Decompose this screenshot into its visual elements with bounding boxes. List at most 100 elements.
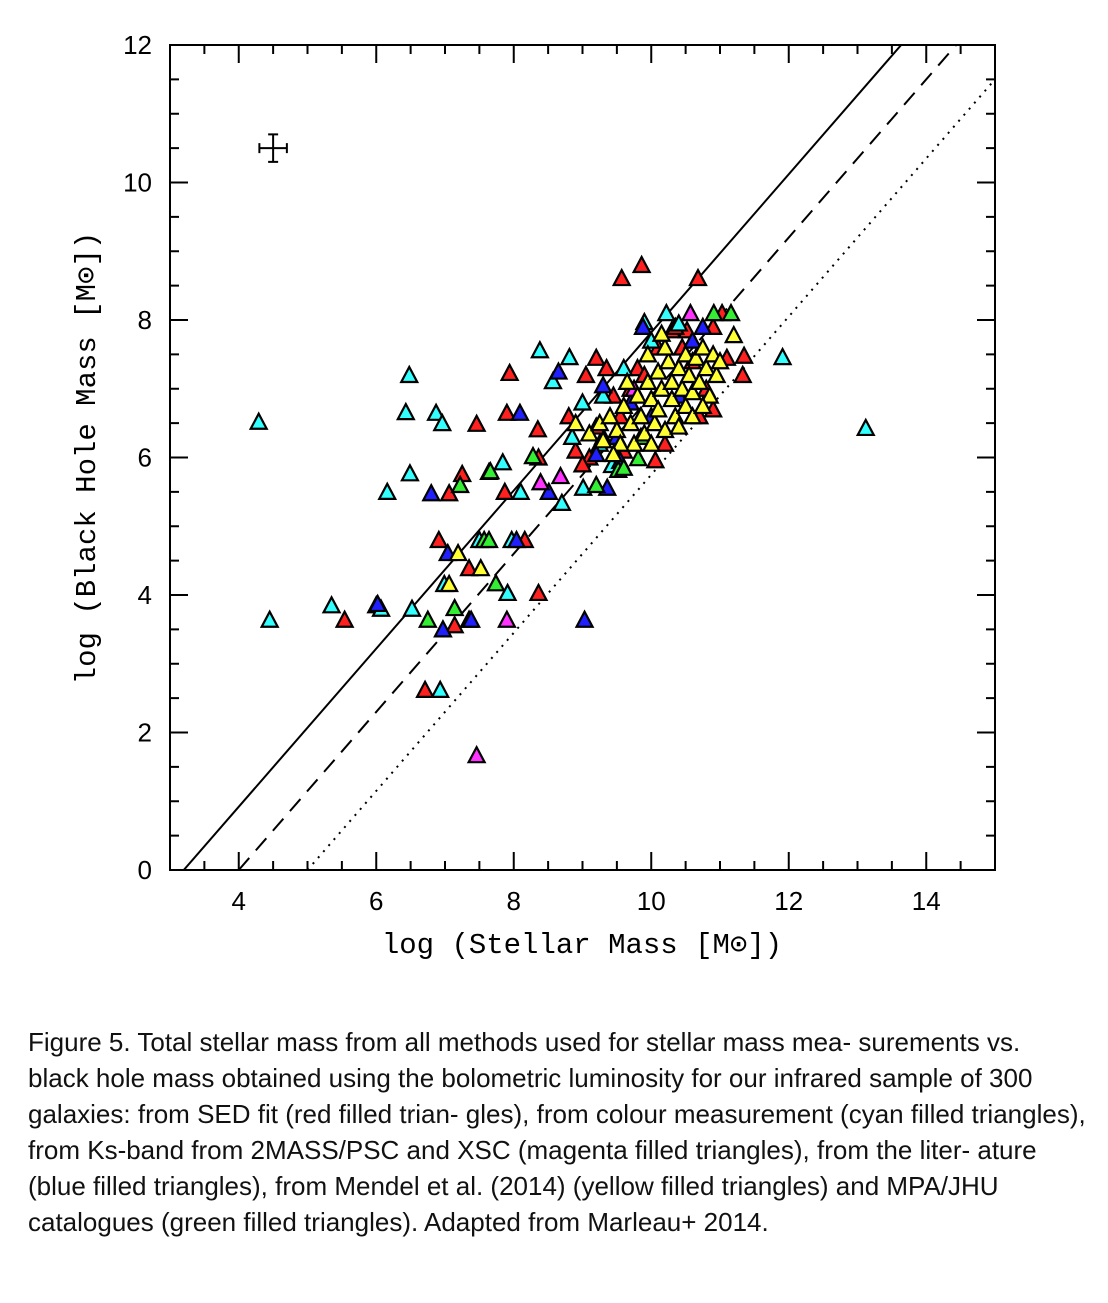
data-point-triangle — [655, 433, 675, 452]
data-point-triangle — [574, 609, 595, 628]
data-point-triangle — [461, 609, 481, 628]
data-point-triangle — [321, 594, 342, 614]
data-point-triangle — [613, 457, 634, 476]
data-point-triangle — [648, 361, 668, 380]
data-point-triangle — [637, 371, 658, 390]
data-point-triangle — [675, 344, 696, 363]
data-point-triangle — [682, 330, 703, 349]
data-point-triangle — [479, 529, 499, 549]
data-point-triangle — [538, 481, 559, 500]
data-point-triangle — [675, 395, 696, 415]
data-point-triangle — [576, 364, 596, 384]
data-point-triangle — [655, 337, 675, 356]
data-point-triangle — [855, 417, 876, 437]
data-point-triangle — [682, 381, 703, 401]
data-point-triangle — [634, 423, 655, 442]
data-point-triangle — [603, 443, 624, 463]
data-point-triangle — [668, 416, 689, 435]
data-point-triangle — [662, 371, 682, 390]
data-point-triangle — [543, 370, 563, 390]
data-point-triangle — [706, 364, 727, 384]
data-point-triangle — [432, 412, 453, 432]
data-point-triangle — [523, 445, 543, 465]
x-tick-label: 10 — [637, 886, 666, 916]
y-tick-label: 0 — [138, 855, 152, 885]
data-point-triangle — [470, 557, 491, 577]
x-tick-label: 8 — [507, 886, 521, 916]
data-point-triangle — [723, 324, 744, 344]
data-point-triangle — [395, 401, 416, 421]
data-point-triangle — [613, 357, 634, 377]
data-point-triangle — [497, 609, 517, 628]
y-tick-label: 6 — [138, 443, 152, 473]
data-point-triangle — [444, 614, 465, 634]
data-point-triangle — [633, 316, 653, 335]
data-point-triangle — [450, 474, 470, 494]
data-point-triangle — [259, 609, 280, 628]
data-point-triangle — [703, 302, 724, 322]
data-point-triangle — [572, 454, 593, 473]
data-point-triangle — [433, 619, 453, 638]
x-tick-label: 12 — [774, 886, 803, 916]
data-point-triangle — [641, 433, 662, 452]
data-point-triangle — [334, 609, 355, 628]
data-point-triangle — [645, 449, 666, 469]
data-point-triangle — [772, 346, 793, 366]
data-point-triangle — [494, 481, 515, 500]
data-point-triangle — [586, 443, 607, 463]
data-point-triangle — [689, 371, 710, 390]
data-point-triangle — [688, 267, 708, 287]
data-point-triangle — [721, 302, 741, 322]
data-point-triangle — [421, 482, 442, 502]
data-point-triangle — [613, 395, 634, 415]
data-point-triangle — [497, 402, 517, 421]
y-tick-label: 2 — [138, 718, 152, 748]
scatter-chart: 4 6 8 10 12 14 0 2 4 6 8 10 12 log (Stellar Mass [M⊙… — [71, 30, 996, 962]
data-point-triangle — [641, 388, 662, 408]
data-point-triangle — [510, 481, 531, 500]
data-point-triangle — [658, 350, 679, 370]
data-point-triangle — [637, 344, 658, 363]
data-point-triangle — [651, 323, 672, 342]
data-point-triangle — [497, 582, 518, 602]
data-point-triangle — [579, 423, 600, 442]
data-point-triangle — [692, 316, 713, 335]
data-point-triangle — [611, 267, 632, 287]
data-point-triangle — [565, 440, 586, 459]
data-point-triangle — [686, 347, 706, 366]
data-point-triangle — [607, 419, 627, 439]
x-tick-label: 6 — [369, 886, 383, 916]
data-point-triangle — [617, 371, 638, 390]
data-point-triangle — [648, 399, 668, 418]
figure-caption: Figure 5. Total stellar mass from all me… — [28, 1027, 1086, 1237]
data-point-triangle — [692, 395, 713, 415]
data-point-triangle — [444, 597, 465, 617]
data-point-triangle — [466, 744, 487, 764]
data-point-triangle — [627, 385, 648, 404]
y-tick-label: 12 — [123, 30, 152, 60]
data-point-triangle — [628, 447, 649, 467]
data-point-triangle — [400, 462, 420, 482]
data-points — [248, 254, 876, 764]
y-axis-title: log (Black Hole Mass [M⊙]) — [71, 232, 104, 685]
data-point-triangle — [562, 426, 583, 445]
data-point-triangle — [377, 481, 398, 500]
data-point-triangle — [248, 411, 269, 430]
tick-labels: 4 6 8 10 12 14 0 2 4 6 8 10 12 — [123, 30, 941, 916]
data-point-triangle — [572, 392, 593, 411]
data-point-triangle — [668, 313, 689, 332]
data-point-triangle — [573, 477, 594, 496]
data-point-triangle — [448, 542, 468, 562]
data-point-triangle — [565, 412, 586, 432]
data-point-triangle — [586, 347, 607, 366]
data-point-triangle — [631, 405, 651, 425]
data-point-triangle — [459, 557, 479, 577]
data-point-triangle — [655, 419, 675, 439]
data-point-triangle — [624, 433, 644, 452]
data-point-triangle — [596, 357, 617, 377]
data-point-triangle — [593, 385, 613, 404]
data-point-triangle — [656, 302, 677, 322]
x-tick-label: 4 — [232, 886, 246, 916]
data-point-triangle — [550, 465, 571, 485]
data-point-triangle — [492, 451, 513, 471]
